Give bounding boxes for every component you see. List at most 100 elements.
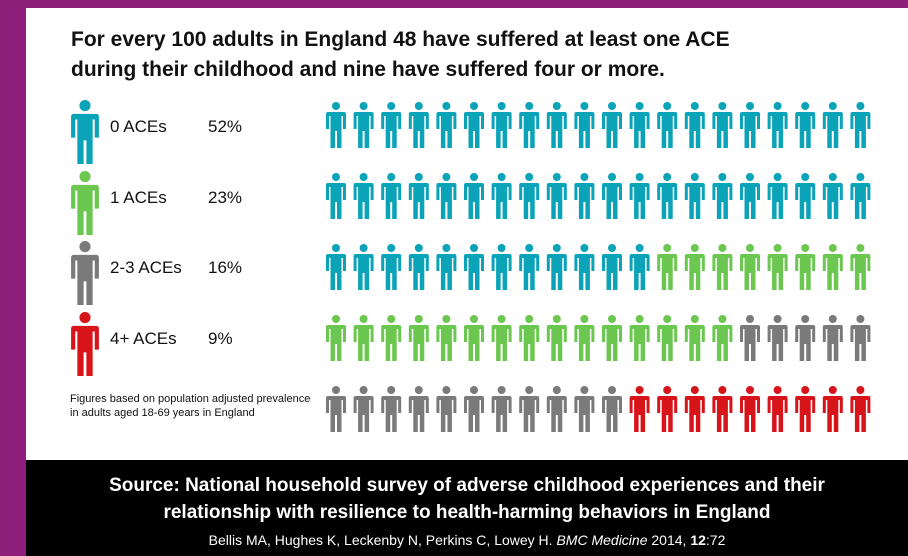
person-icon [767, 386, 788, 432]
person-icon [353, 102, 374, 148]
person-icon [712, 386, 733, 432]
person-icon [491, 244, 512, 290]
person-icon [326, 315, 346, 361]
person-icon [740, 173, 760, 219]
person-icon [822, 244, 843, 290]
person-icon [740, 315, 760, 361]
person-icon [71, 312, 99, 376]
person-icon [684, 386, 705, 432]
person-icon [657, 102, 678, 148]
person-icon [822, 173, 843, 219]
footnote: Figures based on population adjusted pre… [70, 393, 311, 419]
person-icon [464, 102, 484, 148]
person-icon [767, 102, 788, 148]
person-icon [767, 315, 788, 361]
person-icon [381, 173, 402, 219]
person-icon [795, 173, 816, 219]
citation-authors: Bellis MA, Hughes K, Leckenby N, Perkins… [208, 532, 557, 548]
person-icon [602, 173, 622, 219]
person-icon [353, 173, 374, 219]
person-icon [657, 386, 678, 432]
person-icon [574, 315, 595, 361]
person-icon [795, 315, 816, 361]
person-icon [546, 386, 567, 432]
person-icon [850, 315, 871, 361]
person-icon [464, 315, 484, 361]
person-icon [574, 173, 595, 219]
person-icon [574, 102, 595, 148]
person-icon [436, 386, 457, 432]
person-icon [602, 244, 622, 290]
person-icon [629, 173, 650, 219]
person-icon [822, 102, 843, 148]
person-icon [684, 244, 705, 290]
legend-item-0-aces: 0 ACEs 52% [70, 100, 270, 164]
person-icon [767, 173, 788, 219]
person-icon [464, 173, 484, 219]
person-icon [71, 100, 99, 164]
legend-item-4-plus-aces: 4+ ACEs 9% [70, 312, 270, 376]
person-icon [574, 244, 595, 290]
legend-item-2-3-aces: 2-3 ACEs 16% [70, 241, 270, 305]
person-icon [353, 386, 374, 432]
legend-percent: 16% [208, 258, 243, 277]
person-icon [408, 173, 429, 219]
legend-percent: 52% [208, 117, 243, 136]
person-icon [657, 244, 678, 290]
person-icon [519, 102, 540, 148]
chart-title: For every 100 adults in England 48 have … [71, 25, 871, 85]
person-icon [464, 244, 484, 290]
person-icon [629, 102, 650, 148]
person-icon [546, 244, 567, 290]
person-icon [795, 244, 816, 290]
person-icon [491, 386, 512, 432]
person-icon [519, 315, 540, 361]
person-icon [657, 315, 678, 361]
person-icon [740, 102, 760, 148]
person-icon [408, 315, 429, 361]
person-icon [629, 244, 650, 290]
person-icon [740, 386, 760, 432]
legend-item-1-aces: 1 ACEs 23% [70, 171, 270, 235]
person-icon [519, 386, 540, 432]
person-icon [71, 241, 99, 305]
person-icon [684, 315, 705, 361]
person-icon [602, 386, 622, 432]
person-icon [850, 173, 871, 219]
person-icon [464, 386, 484, 432]
person-icon [436, 102, 457, 148]
person-icon [381, 102, 402, 148]
person-icon [326, 102, 346, 148]
person-icon [381, 386, 402, 432]
person-icon [629, 315, 650, 361]
person-icon [657, 173, 678, 219]
person-icon [822, 315, 843, 361]
person-icon [546, 315, 567, 361]
person-icon [436, 244, 457, 290]
person-icon [408, 244, 429, 290]
person-icon [712, 173, 733, 219]
person-icon [684, 102, 705, 148]
legend-label: 0 ACEs [110, 117, 167, 136]
person-icon [795, 102, 816, 148]
person-icon [629, 386, 650, 432]
source-line-2: relationship with resilience to health-h… [163, 502, 771, 523]
person-icon [491, 173, 512, 219]
legend-label: 4+ ACEs [110, 329, 177, 348]
person-icon [684, 173, 705, 219]
title-line-1: For every 100 adults in England 48 have … [71, 28, 730, 51]
person-icon [353, 244, 374, 290]
legend-label: 2-3 ACEs [110, 258, 182, 277]
person-icon [767, 244, 788, 290]
person-icon [602, 315, 622, 361]
legend-percent: 9% [208, 329, 233, 348]
source-citation: Bellis MA, Hughes K, Leckenby N, Perkins… [26, 530, 908, 550]
person-icon [408, 386, 429, 432]
person-icon [712, 244, 733, 290]
person-icon [71, 171, 99, 235]
pictograph-grid [326, 102, 871, 432]
person-icon [326, 386, 346, 432]
person-icon [822, 386, 843, 432]
legend-label: 1 ACEs [110, 188, 167, 207]
legend-percent: 23% [208, 188, 243, 207]
